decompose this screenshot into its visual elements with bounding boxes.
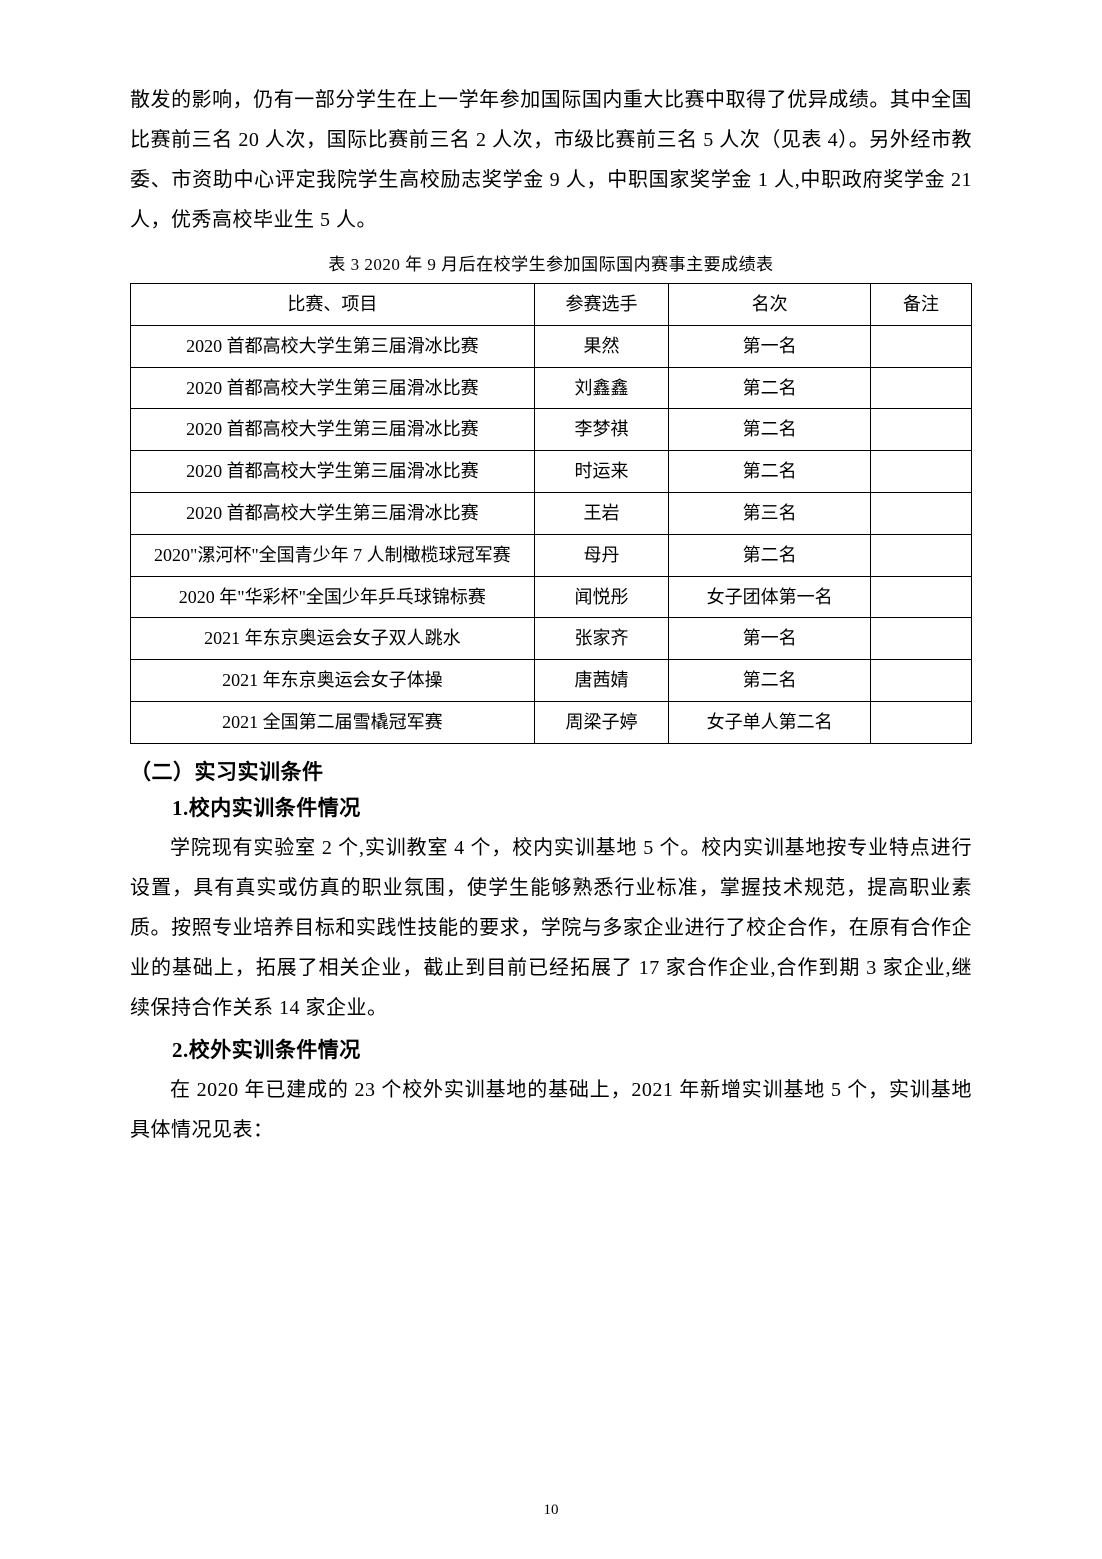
cell-player: 李梦祺 xyxy=(534,409,669,451)
cell-note xyxy=(871,701,972,743)
results-table: 比赛、项目 参赛选手 名次 备注 2020 首都高校大学生第三届滑冰比赛 果然 … xyxy=(130,283,972,744)
table-body: 2020 首都高校大学生第三届滑冰比赛 果然 第一名 2020 首都高校大学生第… xyxy=(131,325,972,743)
table-row: 2021 年东京奥运会女子体操 唐茜婧 第二名 xyxy=(131,660,972,702)
cell-note xyxy=(871,451,972,493)
table-row: 2020 首都高校大学生第三届滑冰比赛 刘鑫鑫 第二名 xyxy=(131,367,972,409)
cell-event: 2020 首都高校大学生第三届滑冰比赛 xyxy=(131,451,535,493)
table-row: 2021 全国第二届雪橇冠军赛 周梁子婷 女子单人第二名 xyxy=(131,701,972,743)
cell-player: 周梁子婷 xyxy=(534,701,669,743)
th-player: 参赛选手 xyxy=(534,284,669,326)
cell-event: 2020 年"华彩杯"全国少年乒乓球锦标赛 xyxy=(131,576,535,618)
cell-event: 2020 首都高校大学生第三届滑冰比赛 xyxy=(131,409,535,451)
cell-rank: 第三名 xyxy=(669,492,871,534)
cell-note xyxy=(871,325,972,367)
cell-rank: 第二名 xyxy=(669,534,871,576)
external-training-paragraph: 在 2020 年已建成的 23 个校外实训基地的基础上，2021 年新增实训基地… xyxy=(130,1070,972,1150)
cell-note xyxy=(871,618,972,660)
cell-rank: 第二名 xyxy=(669,367,871,409)
cell-rank: 第一名 xyxy=(669,325,871,367)
table-row: 2020"漯河杯"全国青少年 7 人制橄榄球冠军赛 母丹 第二名 xyxy=(131,534,972,576)
intro-paragraph: 散发的影响，仍有一部分学生在上一学年参加国际国内重大比赛中取得了优异成绩。其中全… xyxy=(130,80,972,240)
cell-event: 2021 年东京奥运会女子体操 xyxy=(131,660,535,702)
table-row: 2021 年东京奥运会女子双人跳水 张家齐 第一名 xyxy=(131,618,972,660)
document-page: 散发的影响，仍有一部分学生在上一学年参加国际国内重大比赛中取得了优异成绩。其中全… xyxy=(0,0,1102,1559)
table-row: 2020 首都高校大学生第三届滑冰比赛 果然 第一名 xyxy=(131,325,972,367)
cell-rank: 第一名 xyxy=(669,618,871,660)
cell-rank: 女子团体第一名 xyxy=(669,576,871,618)
cell-event: 2020 首都高校大学生第三届滑冰比赛 xyxy=(131,325,535,367)
table-header: 比赛、项目 参赛选手 名次 备注 xyxy=(131,284,972,326)
cell-note xyxy=(871,492,972,534)
cell-rank: 女子单人第二名 xyxy=(669,701,871,743)
cell-note xyxy=(871,409,972,451)
table-header-row: 比赛、项目 参赛选手 名次 备注 xyxy=(131,284,972,326)
cell-event: 2020 首都高校大学生第三届滑冰比赛 xyxy=(131,367,535,409)
cell-player: 时运来 xyxy=(534,451,669,493)
subsection-heading-external: 2.校外实训条件情况 xyxy=(130,1034,972,1064)
cell-player: 果然 xyxy=(534,325,669,367)
cell-rank: 第二名 xyxy=(669,451,871,493)
cell-rank: 第二名 xyxy=(669,409,871,451)
cell-player: 刘鑫鑫 xyxy=(534,367,669,409)
th-rank: 名次 xyxy=(669,284,871,326)
cell-rank: 第二名 xyxy=(669,660,871,702)
table-caption: 表 3 2020 年 9 月后在校学生参加国际国内赛事主要成绩表 xyxy=(130,250,972,275)
cell-note xyxy=(871,534,972,576)
cell-player: 母丹 xyxy=(534,534,669,576)
section-heading-training: （二）实习实训条件 xyxy=(130,756,972,786)
cell-event: 2021 年东京奥运会女子双人跳水 xyxy=(131,618,535,660)
cell-player: 王岩 xyxy=(534,492,669,534)
table-row: 2020 首都高校大学生第三届滑冰比赛 李梦祺 第二名 xyxy=(131,409,972,451)
cell-event: 2021 全国第二届雪橇冠军赛 xyxy=(131,701,535,743)
subsection-heading-internal: 1.校内实训条件情况 xyxy=(130,792,972,822)
table-row: 2020 年"华彩杯"全国少年乒乓球锦标赛 闻悦彤 女子团体第一名 xyxy=(131,576,972,618)
cell-event: 2020"漯河杯"全国青少年 7 人制橄榄球冠军赛 xyxy=(131,534,535,576)
cell-player: 张家齐 xyxy=(534,618,669,660)
internal-training-paragraph: 学院现有实验室 2 个,实训教室 4 个，校内实训基地 5 个。校内实训基地按专… xyxy=(130,828,972,1028)
th-event: 比赛、项目 xyxy=(131,284,535,326)
th-note: 备注 xyxy=(871,284,972,326)
table-row: 2020 首都高校大学生第三届滑冰比赛 时运来 第二名 xyxy=(131,451,972,493)
table-row: 2020 首都高校大学生第三届滑冰比赛 王岩 第三名 xyxy=(131,492,972,534)
cell-player: 闻悦彤 xyxy=(534,576,669,618)
cell-note xyxy=(871,660,972,702)
cell-note xyxy=(871,576,972,618)
page-number: 10 xyxy=(0,1502,1102,1519)
cell-player: 唐茜婧 xyxy=(534,660,669,702)
cell-event: 2020 首都高校大学生第三届滑冰比赛 xyxy=(131,492,535,534)
cell-note xyxy=(871,367,972,409)
